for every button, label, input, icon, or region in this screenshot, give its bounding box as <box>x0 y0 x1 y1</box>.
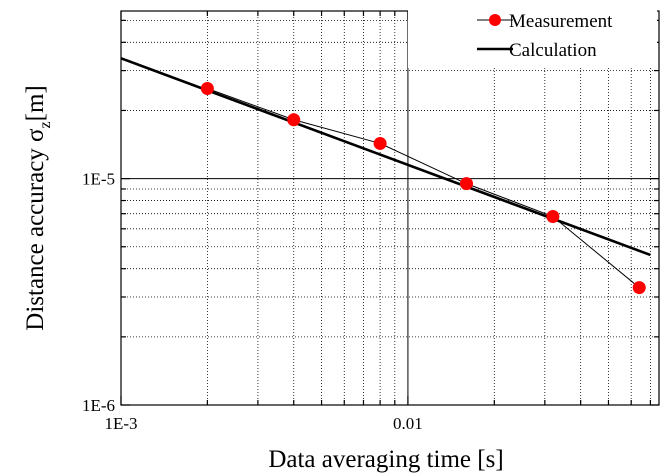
y-axis-title: Distance accuracy σz[m] <box>22 85 54 330</box>
measurement-point <box>632 281 646 295</box>
legend-background <box>408 6 657 68</box>
y-tick-label: 1E-6 <box>82 396 115 415</box>
y-axis-title-subscript: z <box>37 121 54 128</box>
measurement-point <box>373 136 387 150</box>
x-axis-title: Data averaging time [s] <box>268 446 503 473</box>
legend-measurement-marker <box>489 14 501 26</box>
plot-frame <box>120 10 660 406</box>
measurement-line <box>207 88 640 288</box>
x-tick-label: 0.01 <box>393 414 423 433</box>
measurement-series <box>200 82 646 295</box>
calculation-series <box>120 57 651 257</box>
y-axis-title-unit: [m] <box>22 85 49 121</box>
axis-ticks: 1E-3 0.01 1E-6 1E-5 <box>82 11 659 433</box>
y-tick-label: 1E-5 <box>82 170 115 189</box>
calculation-line <box>120 57 651 257</box>
measurement-point <box>546 210 560 224</box>
measurement-point <box>459 177 473 191</box>
y-axis-title-main: Distance accuracy σ <box>22 128 49 331</box>
measurement-point <box>287 113 301 127</box>
legend-calculation-label: Calculation <box>509 40 597 61</box>
legend-measurement-label: Measurement <box>509 11 613 32</box>
grid-lines <box>120 11 659 406</box>
measurement-point <box>200 82 214 96</box>
legend: Measurement Calculation <box>408 6 657 68</box>
x-tick-label: 1E-3 <box>104 414 137 433</box>
